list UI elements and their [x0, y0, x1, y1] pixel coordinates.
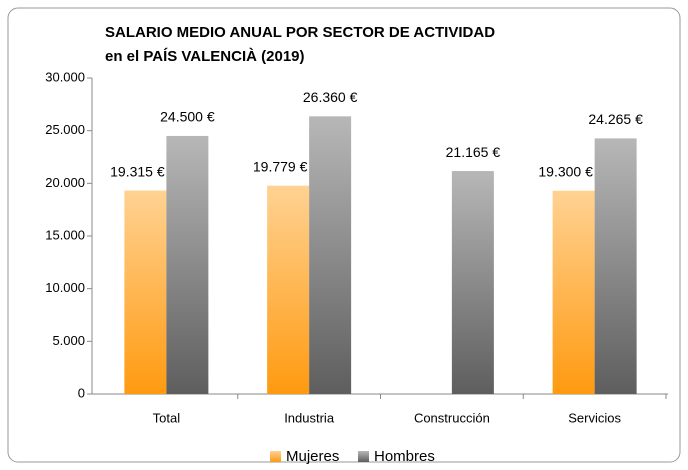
value-label: 24.500 €: [160, 109, 215, 125]
y-tick-label: 10.000: [45, 280, 85, 295]
value-label: 19.300 €: [538, 163, 593, 179]
y-tick-label: 30.000: [45, 69, 85, 84]
legend-label: Hombres: [374, 448, 435, 465]
bar: [267, 185, 310, 394]
bar: [166, 135, 209, 394]
y-tick-label: 15.000: [45, 227, 85, 242]
legend-swatch: [270, 451, 281, 462]
value-label: 21.165 €: [446, 144, 501, 160]
y-tick-label: 5.000: [52, 333, 85, 348]
x-tick-label: Servicios: [568, 410, 621, 425]
value-label: 24.265 €: [588, 111, 643, 127]
value-label: 19.779 €: [253, 158, 308, 174]
bar: [451, 171, 494, 394]
chart-title: SALARIO MEDIO ANUAL POR SECTOR DE ACTIVI…: [105, 24, 495, 41]
value-label: 19.315 €: [110, 163, 165, 179]
x-tick-label: Total: [153, 410, 181, 425]
legend-label: Mujeres: [286, 448, 339, 465]
x-tick-label: Construcción: [414, 410, 490, 425]
bar: [552, 190, 595, 394]
x-tick-label: Industria: [284, 410, 335, 425]
bar: [309, 116, 352, 394]
legend-swatch: [358, 451, 369, 462]
y-tick-label: 20.000: [45, 175, 85, 190]
y-tick-label: 25.000: [45, 122, 85, 137]
bar: [124, 190, 167, 394]
value-label: 26.360 €: [303, 89, 358, 105]
y-tick-label: 0: [78, 385, 85, 400]
bar: [594, 138, 637, 394]
chart-subtitle: en el PAÍS VALENCIÀ (2019): [105, 48, 305, 65]
